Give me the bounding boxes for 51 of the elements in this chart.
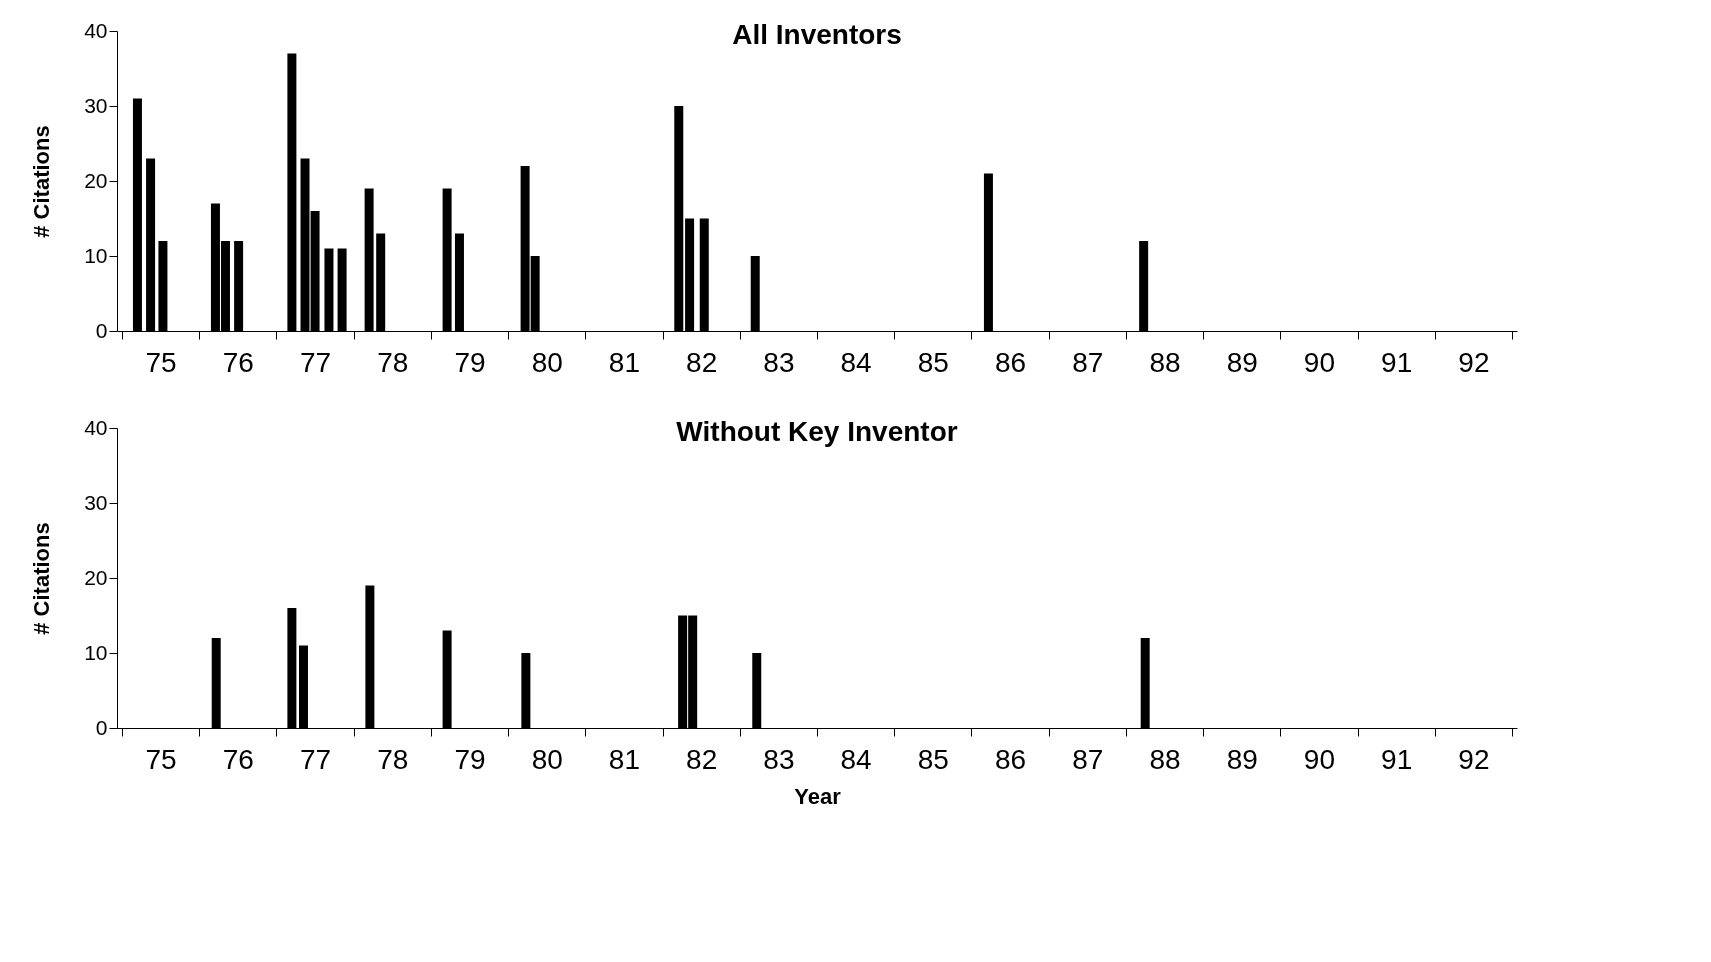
y-tick-label: 40 (84, 415, 108, 439)
y-tick-label: 10 (84, 640, 108, 664)
x-tick-label: 78 (377, 743, 409, 775)
x-tick-label: 86 (994, 346, 1027, 378)
x-tick-label: 80 (531, 346, 563, 378)
x-tick-label: 82 (686, 743, 718, 775)
y-tick-label: 30 (84, 490, 108, 514)
x-tick-label: 81 (608, 346, 641, 378)
x-tick-label: 81 (608, 743, 641, 775)
y-tick-label: 0 (95, 715, 108, 739)
x-tick-label: 87 (1072, 743, 1104, 775)
x-tick-label: 80 (531, 743, 563, 775)
x-tick-label: 76 (222, 346, 254, 378)
y-tick-label: 30 (84, 93, 108, 117)
x-tick-label: 84 (840, 743, 872, 775)
x-tick-label: 79 (454, 346, 486, 378)
x-tick-label: 90 (1303, 346, 1336, 378)
x-tick-label: 77 (299, 743, 332, 775)
x-tick-label: 77 (299, 346, 332, 378)
x-tick-label: 92 (1458, 743, 1490, 775)
x-tick-label: 84 (840, 346, 872, 378)
x-axis-title: Year (794, 783, 842, 809)
x-tick-label: 86 (994, 743, 1027, 775)
x-tick-label: 75 (145, 346, 177, 378)
x-tick-label: 78 (377, 346, 409, 378)
x-tick-label: 91 (1381, 743, 1413, 775)
x-tick-label: 85 (917, 743, 949, 775)
y-tick-label: 40 (84, 18, 108, 42)
y-axis-title: # Citations (29, 125, 55, 238)
x-tick-label: 83 (763, 743, 795, 775)
x-tick-label: 91 (1381, 346, 1413, 378)
x-tick-label: 82 (686, 346, 718, 378)
x-tick-label: 88 (1149, 743, 1181, 775)
x-tick-label: 76 (222, 743, 254, 775)
x-tick-label: 89 (1226, 743, 1258, 775)
y-tick-label: 0 (95, 318, 108, 342)
y-tick-label: 20 (84, 565, 108, 589)
chart-title: Without Key Inventor (676, 416, 958, 447)
x-tick-label: 90 (1303, 743, 1336, 775)
x-tick-label: 79 (454, 743, 486, 775)
x-tick-label: 89 (1226, 346, 1258, 378)
x-tick-label: 92 (1458, 346, 1490, 378)
chart-title: All Inventors (732, 19, 902, 50)
y-tick-label: 20 (84, 168, 108, 192)
x-tick-label: 83 (763, 346, 795, 378)
x-tick-label: 88 (1149, 346, 1181, 378)
x-tick-label: 85 (917, 346, 949, 378)
y-axis-title: # Citations (29, 522, 55, 635)
y-tick-label: 10 (84, 243, 108, 267)
x-tick-label: 87 (1072, 346, 1104, 378)
x-tick-label: 75 (145, 743, 177, 775)
